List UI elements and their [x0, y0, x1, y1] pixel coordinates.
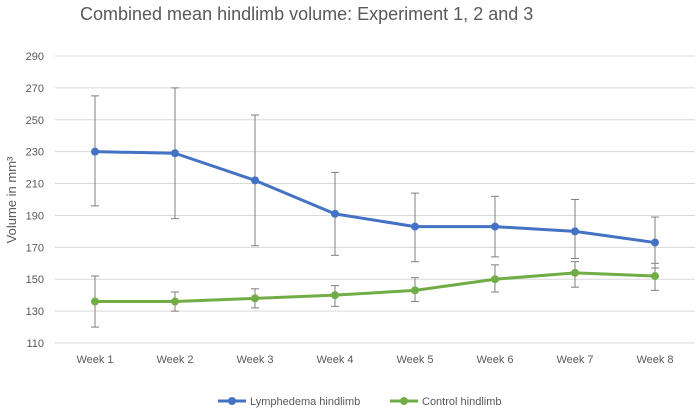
data-point — [411, 222, 419, 231]
x-tick-label: Week 6 — [476, 354, 513, 366]
y-tick-label: 250 — [26, 115, 44, 127]
y-tick-label: 230 — [26, 147, 44, 159]
data-point — [571, 227, 579, 236]
legend-item: Control hindlimb — [390, 396, 501, 408]
y-tick-label: 290 — [26, 51, 44, 63]
legend-label: Control hindlimb — [422, 396, 501, 408]
x-tick-label: Week 2 — [156, 354, 193, 366]
y-tick-label: 170 — [26, 242, 44, 254]
legend-label: Lymphedema hindlimb — [250, 396, 360, 408]
legend-item: Lymphedema hindlimb — [218, 396, 360, 408]
data-point — [251, 294, 259, 303]
y-tick-label: 150 — [26, 274, 44, 286]
y-tick-label: 270 — [26, 83, 44, 95]
chart-title: Combined mean hindlimb volume: Experimen… — [80, 4, 534, 24]
y-tick-label: 130 — [26, 306, 44, 318]
data-point — [651, 238, 659, 247]
y-tick-label: 190 — [26, 210, 44, 222]
legend-marker — [228, 397, 236, 405]
data-point — [331, 209, 339, 218]
data-point — [171, 149, 179, 158]
x-tick-label: Week 8 — [636, 354, 673, 366]
y-axis-label: Volume in mm³ — [4, 156, 19, 243]
y-tick-label: 110 — [26, 338, 44, 350]
series-line-lymphedema — [94, 150, 656, 245]
data-point — [171, 297, 179, 306]
x-tick-label: Week 4 — [316, 354, 353, 366]
data-point — [491, 275, 499, 284]
data-point — [571, 268, 579, 277]
data-point — [651, 272, 659, 281]
x-tick-label: Week 1 — [76, 354, 113, 366]
data-point — [91, 297, 99, 306]
x-tick-label: Week 3 — [236, 354, 273, 366]
data-point — [251, 176, 259, 185]
x-tick-label: Week 7 — [556, 354, 593, 366]
x-tick-label: Week 5 — [396, 354, 433, 366]
y-tick-label: 210 — [26, 179, 44, 191]
data-point — [491, 222, 499, 231]
data-point — [331, 291, 339, 300]
series-line-control — [95, 271, 656, 304]
legend-marker — [400, 397, 408, 405]
data-point — [91, 147, 99, 156]
data-point — [411, 286, 419, 295]
